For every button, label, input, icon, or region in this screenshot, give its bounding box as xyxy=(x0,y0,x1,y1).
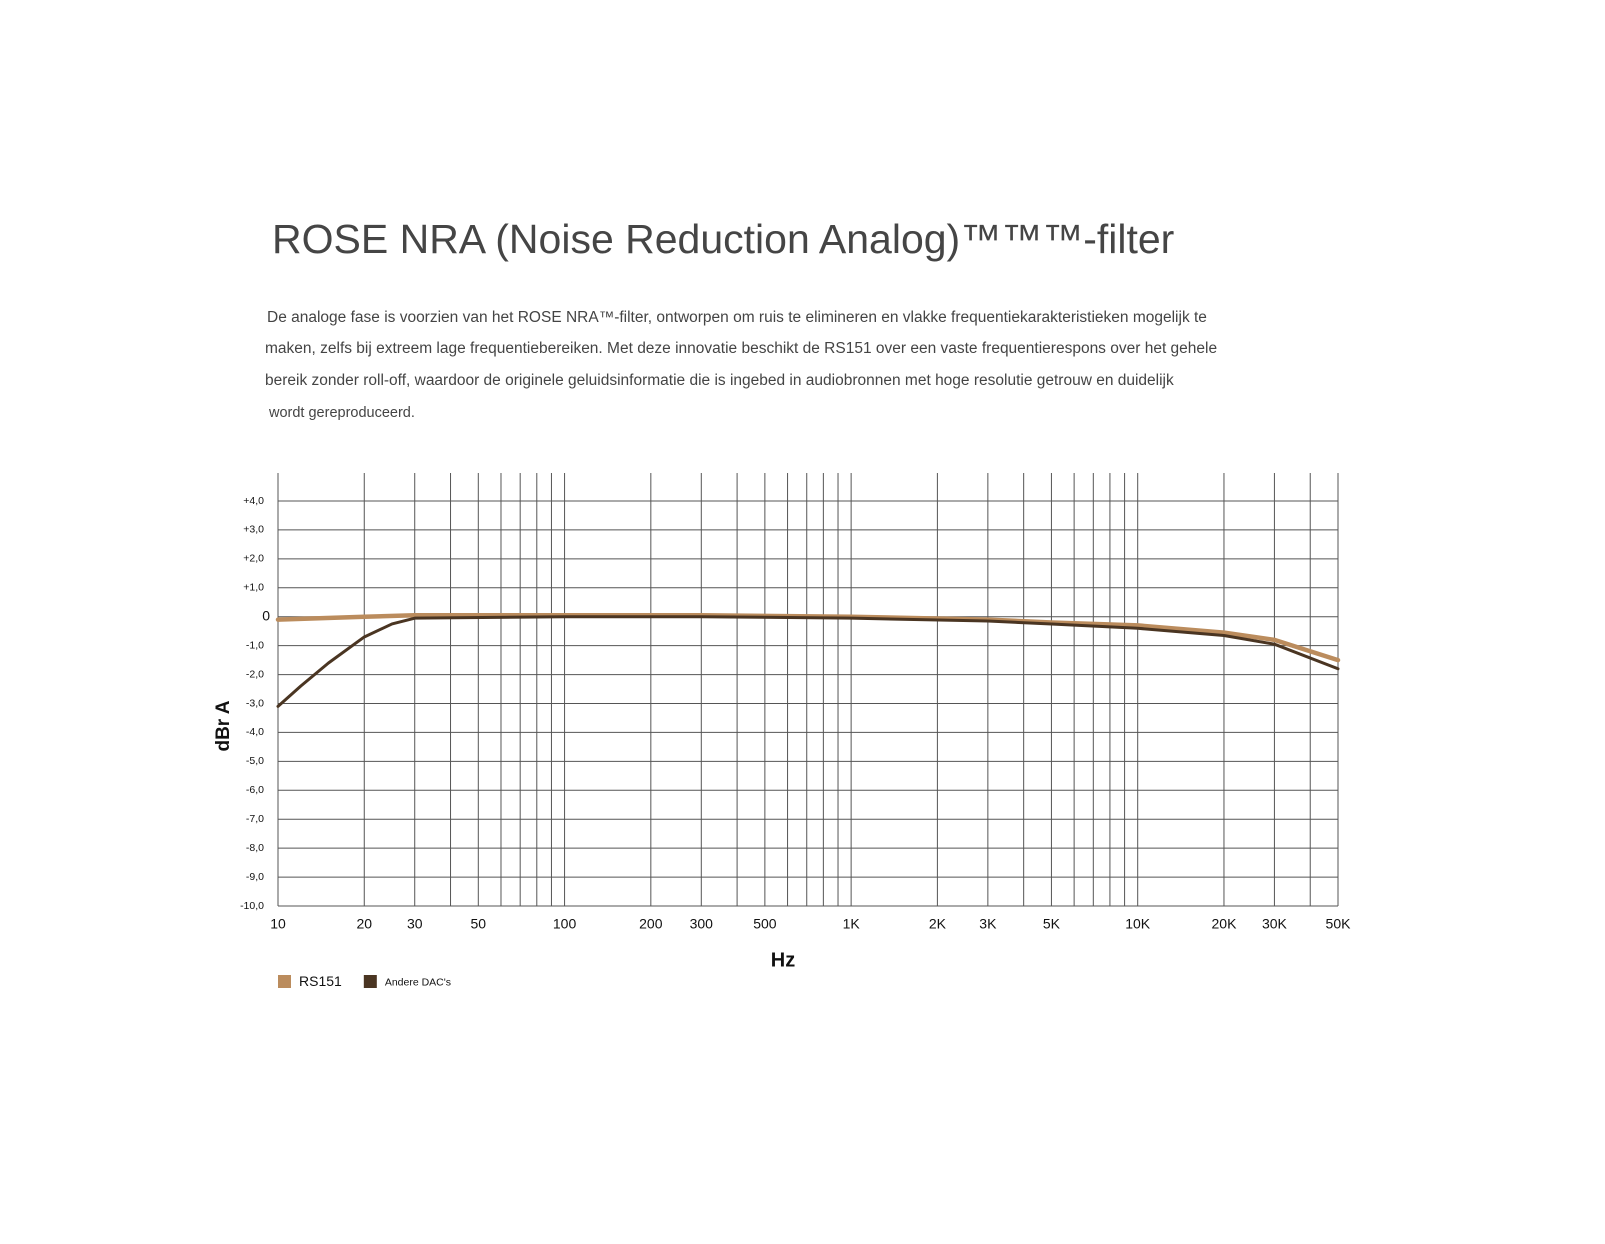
line-series xyxy=(276,615,1340,708)
paragraph-line: maken, zelfs bij extreem lage frequentie… xyxy=(265,340,1217,357)
x-axis-label: Hz xyxy=(771,949,795,971)
x-tick-label: 5K xyxy=(1043,916,1061,932)
line-series xyxy=(275,613,1341,663)
x-tick-label: 50K xyxy=(1326,916,1352,932)
y-tick-label: -5,0 xyxy=(246,755,264,767)
x-tick-label: 300 xyxy=(690,916,714,932)
x-tick-label: 100 xyxy=(553,916,577,932)
paragraph-line: De analoge fase is voorzien van het ROSE… xyxy=(267,309,1207,326)
y-tick-label: -8,0 xyxy=(246,842,264,854)
paragraph-line: wordt gereproduceerd. xyxy=(268,405,415,421)
x-tick-label: 10K xyxy=(1125,916,1151,932)
y-axis-label: dBr A xyxy=(213,700,234,751)
x-tick-label: 20K xyxy=(1212,916,1238,932)
y-tick-label: -10,0 xyxy=(240,900,264,912)
x-tick-label: 200 xyxy=(639,916,663,932)
legend-label: Andere DAC's xyxy=(385,976,451,988)
x-tick-label: 50 xyxy=(471,916,487,932)
paragraph-line: bereik zonder roll-off, waardoor de orig… xyxy=(265,372,1174,389)
y-tick-label: -7,0 xyxy=(246,813,264,825)
y-tick-label: -9,0 xyxy=(246,871,264,883)
y-tick-label: -3,0 xyxy=(246,697,264,709)
x-tick-label: 20 xyxy=(356,916,372,932)
y-tick-label: -4,0 xyxy=(246,726,264,738)
y-tick-label: 0 xyxy=(262,607,270,623)
x-tick-label: 500 xyxy=(753,916,777,932)
x-tick-label: 1K xyxy=(843,916,861,932)
y-tick-label: -1,0 xyxy=(246,639,264,651)
legend-label: RS151 xyxy=(299,973,342,989)
y-tick-label: +3,0 xyxy=(243,524,264,536)
y-tick-label: +4,0 xyxy=(243,495,264,507)
x-tick-label: 2K xyxy=(929,916,947,932)
y-tick-label: +1,0 xyxy=(243,582,264,594)
y-tick-label: +2,0 xyxy=(243,553,264,565)
legend-swatch xyxy=(278,975,291,988)
page-title: ROSE NRA (Noise Reduction Analog)™™™-fil… xyxy=(272,216,1174,262)
y-tick-label: -6,0 xyxy=(246,784,264,796)
y-tick-label: -2,0 xyxy=(246,668,264,680)
x-tick-label: 3K xyxy=(979,916,997,932)
x-tick-label: 30 xyxy=(407,916,423,932)
x-tick-label: 30K xyxy=(1262,916,1288,932)
x-tick-label: 10 xyxy=(270,916,286,932)
legend-swatch xyxy=(363,975,377,988)
